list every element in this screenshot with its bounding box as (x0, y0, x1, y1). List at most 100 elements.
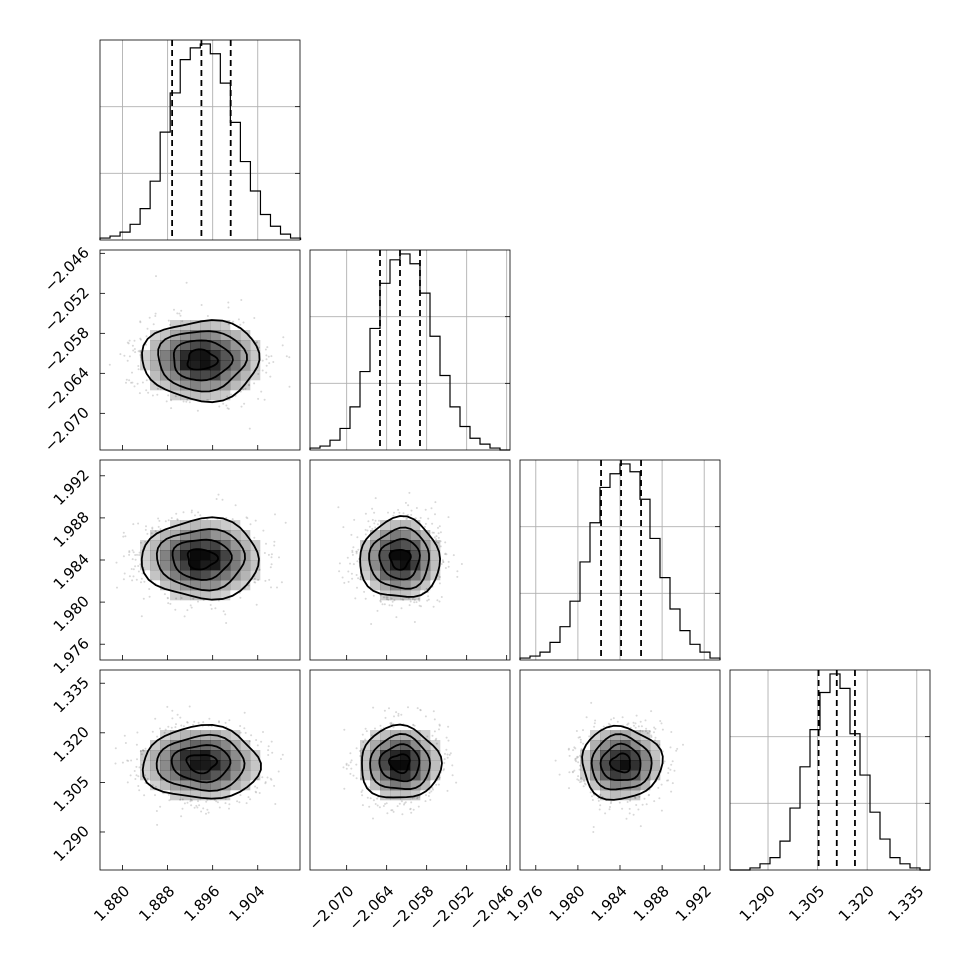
density-cell (590, 760, 601, 771)
density-cell (200, 530, 211, 541)
density-cell (150, 740, 161, 751)
scatter-point (226, 395, 229, 398)
density-cell (190, 530, 201, 541)
scatter-point (670, 731, 673, 733)
scatter-point (618, 801, 621, 804)
density-cell (180, 330, 191, 341)
scatter-point (139, 337, 142, 340)
histogram-frame (729, 669, 931, 871)
scatter-point (258, 792, 261, 794)
density-cell (140, 360, 151, 371)
scatter-point (418, 795, 421, 798)
contour-level-2 (368, 526, 430, 590)
density-cell (160, 380, 171, 391)
scatter-point (197, 721, 200, 724)
scatter-point (152, 323, 155, 326)
density-cell (400, 550, 411, 561)
density-cell (610, 750, 621, 761)
density-panel-3-2 (519, 669, 721, 871)
scatter-point (249, 798, 252, 801)
histogram-step-2 (519, 463, 721, 660)
density-cell (650, 760, 661, 771)
scatter-point (280, 758, 282, 760)
density-cell (230, 540, 241, 551)
scatter-point (267, 745, 270, 748)
density-cell (150, 380, 161, 391)
scatter-point (145, 525, 147, 528)
density-cell (170, 740, 181, 751)
scatter-point (400, 800, 403, 803)
scatter-point (268, 362, 271, 365)
scatter-point (393, 599, 396, 602)
scatter-point (657, 786, 660, 789)
scatter-point (437, 541, 440, 544)
scatter-point (432, 605, 435, 608)
density-cell (380, 730, 391, 741)
x-tick-label: 1.888 (135, 882, 178, 925)
scatter-point (445, 748, 448, 751)
scatter-point (137, 350, 140, 353)
scatter-point (625, 817, 628, 820)
density-cell (190, 330, 201, 341)
scatter-point (138, 766, 141, 769)
y-tick-label: 1.290 (50, 822, 93, 865)
scatter-point (262, 731, 264, 733)
scatter-point (174, 726, 177, 729)
scatter-point (271, 751, 274, 754)
scatter-point (558, 773, 561, 776)
scatter-point (629, 799, 632, 802)
scatter-point (415, 507, 418, 509)
scatter-point (274, 803, 277, 805)
scatter-point (243, 402, 246, 405)
density-cell (170, 750, 181, 761)
scatter-point (414, 517, 417, 520)
scatter-point (128, 339, 131, 342)
scatter-point (182, 725, 185, 728)
scatter-point (163, 731, 166, 734)
scatter-point (378, 519, 380, 522)
density-cell (150, 330, 161, 341)
scatter-point (590, 701, 593, 704)
density-cell (630, 760, 641, 771)
density-cell (590, 780, 601, 791)
density-cell (170, 380, 181, 391)
scatter-point (359, 578, 362, 581)
scatter-point (355, 763, 358, 766)
scatter-point (154, 785, 157, 788)
density-cell (420, 780, 431, 791)
contour-level-1 (378, 537, 421, 581)
scatter-point (144, 540, 147, 543)
density-cell (170, 350, 181, 361)
scatter-point (278, 556, 280, 559)
scatter-point (171, 709, 174, 712)
scatter-point (122, 535, 125, 538)
scatter-point (134, 778, 137, 780)
scatter-point (142, 749, 145, 752)
scatter-point (134, 558, 137, 561)
density-cell (600, 740, 611, 751)
scatter-point (274, 513, 276, 516)
density-cell (170, 370, 181, 381)
density-cell (150, 340, 161, 351)
y-tick-label: 1.305 (50, 772, 93, 815)
scatter-point (650, 710, 653, 713)
density-cell (580, 760, 591, 771)
density-cell (200, 390, 211, 401)
scatter-point (390, 597, 393, 600)
scatter-point (568, 754, 571, 757)
scatter-point (644, 719, 647, 722)
scatter-point (368, 525, 371, 528)
scatter-point (621, 716, 624, 719)
density-cell (640, 730, 651, 741)
density-cell (420, 550, 431, 561)
scatter-point (225, 622, 228, 624)
scatter-point (616, 720, 619, 723)
scatter-point (128, 379, 131, 382)
density-cell (230, 340, 241, 351)
scatter-point (644, 730, 647, 733)
scatter-point (157, 517, 160, 520)
scatter-point (145, 379, 148, 382)
density-cell (200, 340, 211, 351)
scatter-point (185, 281, 188, 284)
density-cell (390, 530, 401, 541)
